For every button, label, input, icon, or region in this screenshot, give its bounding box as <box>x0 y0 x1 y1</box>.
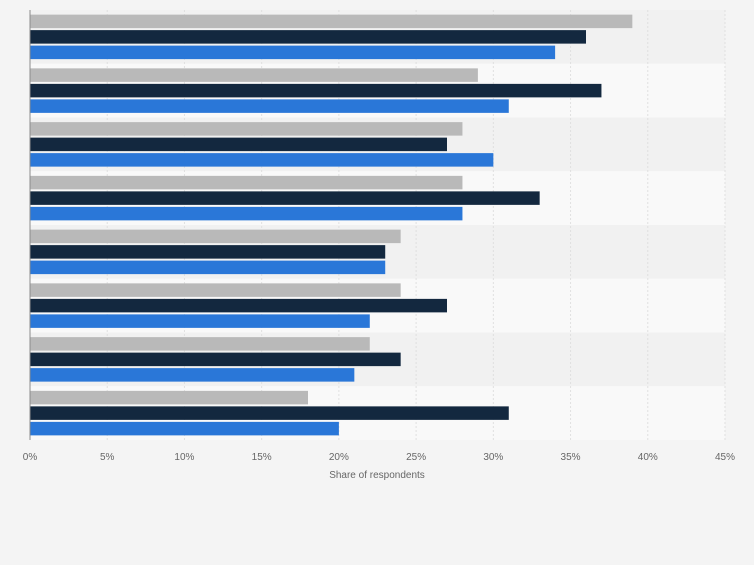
bar-row8-series2 <box>30 406 509 420</box>
x-tick-label-20: 20% <box>329 452 349 463</box>
bar-row4-series3 <box>30 206 463 221</box>
x-axis-title: Share of respondents <box>329 470 425 481</box>
x-tick-labels: 0% 5% 10% 15% 20% 25% 30% 35% 40% 45% <box>23 452 735 463</box>
x-tick-label-15: 15% <box>252 452 272 463</box>
x-tick-label-5: 5% <box>100 452 115 463</box>
bar-row1-series1 <box>30 14 633 29</box>
bar-row1-series3 <box>30 45 556 60</box>
bar-row7-series2 <box>30 352 401 367</box>
x-tick-label-35: 35% <box>561 452 581 463</box>
bars <box>30 14 633 436</box>
x-tick-label-10: 10% <box>174 452 194 463</box>
bar-row7-series3 <box>30 368 355 382</box>
bar-row5-series3 <box>30 260 386 275</box>
bar-row6-series3 <box>30 314 370 328</box>
bar-row5-series1 <box>30 229 401 244</box>
bar-row6-series1 <box>30 283 401 297</box>
x-tick-label-25: 25% <box>406 452 426 463</box>
bar-row7-series1 <box>30 337 370 351</box>
x-tick-label-40: 40% <box>638 452 658 463</box>
bar-row6-series2 <box>30 298 447 313</box>
bar-row8-series1 <box>30 390 308 405</box>
bar-row2-series3 <box>30 99 509 113</box>
bar-row1-series2 <box>30 30 586 44</box>
bar-row3-series1 <box>30 122 463 136</box>
bar-row5-series2 <box>30 245 386 259</box>
bar-row3-series3 <box>30 153 494 167</box>
bar-row2-series2 <box>30 83 602 98</box>
bar-row8-series3 <box>30 421 339 436</box>
bar-row3-series2 <box>30 137 447 152</box>
bar-row4-series2 <box>30 191 540 205</box>
x-tick-label-30: 30% <box>483 452 503 463</box>
bar-row4-series1 <box>30 175 463 190</box>
x-tick-label-45: 45% <box>715 452 735 463</box>
bar-row2-series1 <box>30 68 478 82</box>
x-tick-label-0: 0% <box>23 452 38 463</box>
